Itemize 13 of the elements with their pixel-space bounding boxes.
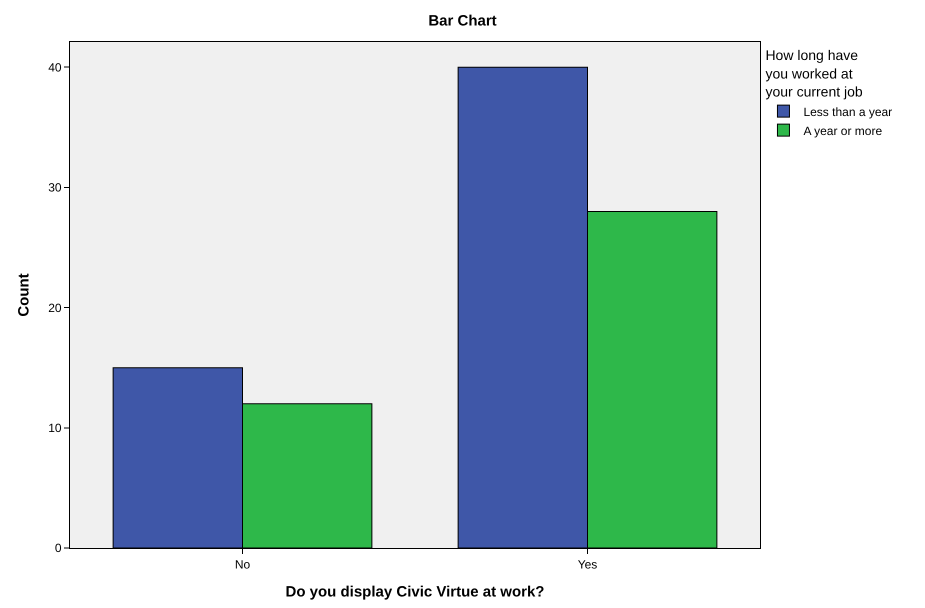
- y-tick-label: 10: [48, 421, 62, 436]
- legend-label: A year or more: [803, 124, 882, 138]
- legend-label: Less than a year: [803, 104, 892, 119]
- y-tick-label: 20: [48, 300, 62, 315]
- x-tick-label: Yes: [578, 557, 598, 572]
- y-tick-label: 0: [54, 541, 62, 556]
- y-tick-label: 30: [48, 180, 62, 195]
- x-tick-label: No: [234, 557, 250, 572]
- x-axis-title: Do you display Civic Virtue at work?: [286, 583, 544, 600]
- y-tick-label: 40: [48, 60, 62, 74]
- y-axis-title: Count: [15, 273, 32, 317]
- chart-title: Bar Chart: [428, 12, 497, 30]
- legend-title: How long have you worked at your current job: [765, 47, 863, 100]
